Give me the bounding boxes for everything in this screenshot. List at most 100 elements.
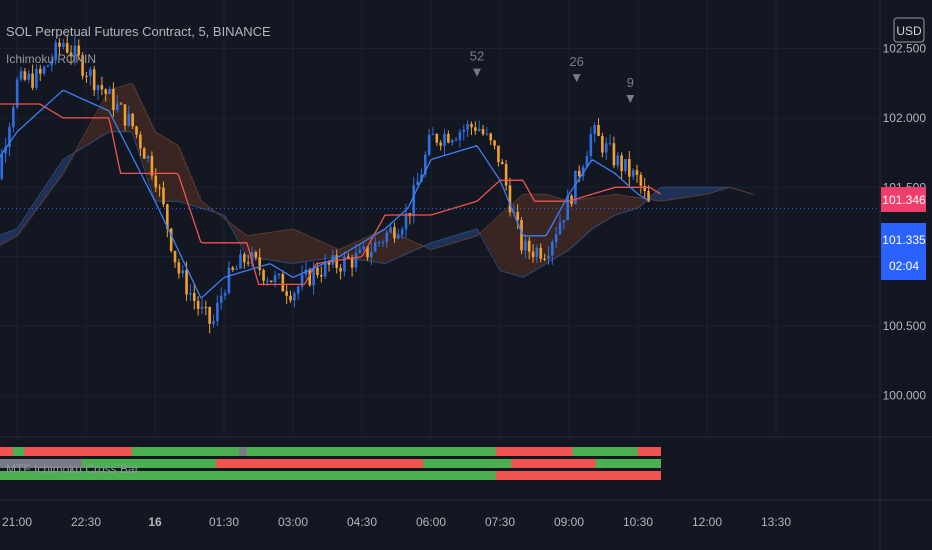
cloud-segment (96, 112, 99, 140)
candle-body (508, 185, 512, 213)
candle-body (81, 55, 84, 76)
cloud-segment (154, 131, 157, 201)
cloud-segment (388, 230, 391, 262)
cloud-segment (238, 229, 241, 242)
cloud-segment (120, 86, 123, 132)
cloud-segment (254, 234, 257, 258)
cloud-segment (12, 230, 15, 239)
cloud-segment (204, 203, 207, 210)
cloud-segment (128, 84, 131, 132)
cloud-segment (484, 228, 487, 243)
cloud-segment (462, 233, 465, 241)
cloud-segment (592, 197, 595, 229)
cloud-segment (334, 247, 337, 258)
cloud-segment (188, 171, 191, 205)
cloud-segment (474, 229, 477, 237)
cloud-segment (92, 119, 95, 142)
candle-body (350, 258, 354, 268)
symbol-title[interactable]: SOL Perpetual Futures Contract, 5, BINAN… (6, 24, 271, 39)
candle-body (166, 204, 169, 229)
indicator-lines (0, 89, 662, 299)
candle-body (135, 126, 138, 135)
cloud-segment (678, 187, 681, 199)
cross-bar-segment (495, 471, 661, 480)
candle-body (597, 125, 600, 136)
candle-body (139, 134, 142, 149)
cloud-segment (538, 194, 541, 269)
cloud-segment (194, 185, 197, 207)
candle-body (539, 247, 543, 259)
cloud-segment (684, 187, 687, 198)
cloud-segment (508, 207, 511, 274)
cloud-segment (624, 195, 627, 213)
cloud-segment (460, 233, 463, 241)
candle-body (647, 191, 650, 202)
cloud-segment (98, 108, 101, 139)
cloud-segment (158, 134, 161, 202)
x-tick-label: 04:30 (347, 515, 377, 529)
cloud-segment (430, 242, 433, 250)
candle-body (204, 306, 208, 308)
cloud-segment (76, 148, 79, 152)
candle-body (443, 133, 446, 146)
cloud-segment (666, 187, 669, 201)
cloud-segment (436, 241, 439, 249)
cloud-segment (328, 245, 331, 259)
cloud-segment (630, 196, 633, 211)
cloud-segment (90, 123, 93, 143)
candle-body (96, 85, 100, 91)
cloud-segment (282, 230, 285, 263)
cloud-segment (236, 228, 239, 238)
candle-body (12, 107, 15, 128)
candle-body (38, 68, 42, 74)
candle-body (58, 42, 61, 47)
candle-body (35, 68, 38, 88)
cloud-segment (308, 235, 311, 262)
x-tick-label: 22:30 (71, 515, 101, 529)
candle-body (635, 170, 639, 175)
cloud-segment (506, 209, 509, 273)
pane2-title[interactable]: MTF Ichimoku Cross Bar (6, 462, 139, 476)
cloud-segment (326, 244, 329, 259)
second-price-label: 101.335 (882, 233, 926, 247)
cloud-segment (448, 237, 451, 245)
cloud-segment (104, 98, 107, 135)
candle-body (189, 293, 192, 295)
cloud-segment (182, 156, 185, 203)
candle-body (462, 129, 466, 132)
cloud-segment (718, 187, 721, 191)
cloud-segment (596, 196, 599, 227)
cloud-segment (102, 101, 105, 136)
cloud-segment (32, 205, 35, 215)
cloud-segment (692, 187, 695, 197)
indicator-label[interactable]: Ichimoku RONIN (6, 52, 96, 66)
x-tick-label: 12:00 (692, 515, 722, 529)
candle-body (620, 155, 623, 172)
cloud-segment (314, 238, 317, 261)
cloud-segment (162, 136, 165, 202)
cloud-segment (526, 194, 529, 276)
candle-body (250, 252, 254, 264)
cloud-segment (492, 221, 495, 258)
cloud-segment (318, 240, 321, 260)
cloud-segment (702, 187, 705, 195)
candle-body (485, 133, 489, 135)
cloud-segment (574, 200, 577, 245)
cloud-segment (540, 194, 543, 267)
cloud-segment (8, 231, 11, 241)
cloud-segment (608, 195, 611, 219)
cloud-segment (654, 193, 657, 201)
cloud-segment (378, 231, 381, 263)
cloud-segment (476, 229, 479, 236)
cloud-segment (466, 232, 469, 239)
cloud-segment (704, 187, 707, 195)
currency-button[interactable]: USD (893, 17, 925, 43)
cloud-segment (550, 195, 553, 261)
cross-bar-pane[interactable] (0, 447, 661, 480)
candle-body (273, 275, 277, 282)
cloud-segment (656, 191, 659, 201)
cloud-segment (164, 137, 167, 202)
cloud-segment (720, 187, 723, 191)
candle-body (142, 148, 146, 159)
